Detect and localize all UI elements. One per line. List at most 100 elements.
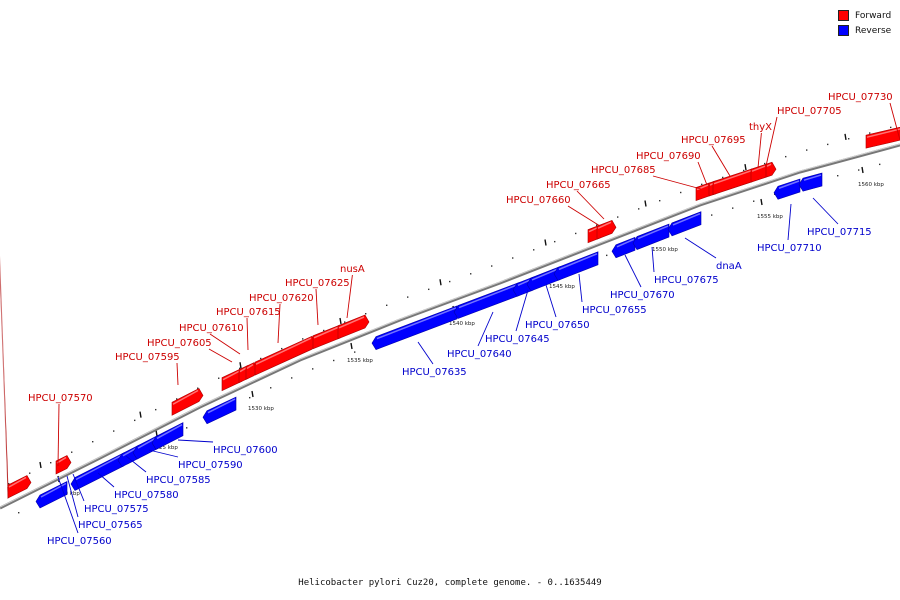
forward-label-leader	[697, 161, 708, 186]
minor-tick-bottom	[249, 396, 251, 399]
forward-gene-label[interactable]: HPCU_07620	[249, 293, 314, 304]
minor-tick-top	[365, 313, 367, 315]
reverse-gene-label[interactable]: HPCU_07710	[757, 243, 822, 254]
forward-gene-label[interactable]: HPCU_07690	[636, 151, 701, 162]
reverse-gene-label[interactable]: HPCU_07655	[582, 305, 647, 316]
forward-gene-label[interactable]: HPCU_07610	[179, 323, 244, 334]
forward-swatch	[838, 10, 849, 21]
reverse-gene[interactable]	[202, 396, 237, 425]
forward-gene[interactable]	[171, 388, 204, 416]
forward-gene[interactable]	[7, 475, 32, 499]
reverse-gene-label[interactable]: HPCU_07645	[485, 334, 550, 345]
major-tick-top	[39, 461, 42, 469]
scale-label: 1545 kbp	[549, 284, 575, 290]
scale-label: 1530 kbp	[248, 406, 274, 412]
forward-gene[interactable]	[865, 126, 900, 149]
reverse-gene[interactable]	[70, 452, 125, 491]
minor-tick-bottom	[732, 207, 734, 209]
forward-gene-label[interactable]: HPCU_07615	[216, 307, 281, 318]
gene-highlight	[0, 234, 8, 488]
gene-highlight	[313, 326, 340, 339]
reverse-gene-label[interactable]: HPCU_07715	[807, 227, 872, 238]
gene-highlight	[616, 238, 635, 248]
reverse-gene[interactable]	[35, 481, 68, 509]
reverse-label-leader	[545, 284, 557, 318]
reverse-gene[interactable]	[371, 305, 458, 350]
forward-gene-label[interactable]: HPCU_07730	[828, 92, 893, 103]
minor-tick-bottom	[312, 368, 314, 370]
reverse-label-leader	[57, 476, 79, 534]
reverse-gene-label[interactable]: HPCU_07585	[146, 475, 211, 486]
gene-highlight	[40, 482, 67, 498]
minor-tick-top	[281, 347, 283, 350]
reverse-gene-label[interactable]: HPCU_07635	[402, 367, 467, 378]
reverse-label-leader	[417, 341, 434, 365]
major-tick-top	[744, 164, 747, 171]
minor-tick-top	[428, 288, 430, 291]
reverse-gene[interactable]	[611, 236, 636, 259]
forward-gene-label[interactable]: HPCU_07660	[506, 195, 571, 206]
reverse-gene-label[interactable]: HPCU_07580	[114, 490, 179, 501]
reverse-gene[interactable]	[526, 266, 561, 292]
minor-tick-top	[8, 483, 10, 485]
forward-gene-label[interactable]: nusA	[340, 264, 365, 275]
minor-tick-top	[554, 240, 556, 243]
reverse-gene[interactable]	[798, 172, 823, 192]
reverse-gene-label[interactable]: HPCU_07590	[178, 460, 243, 471]
reverse-gene-label[interactable]: HPCU_07575	[84, 504, 149, 515]
reverse-gene[interactable]	[132, 434, 159, 460]
forward-gene-label[interactable]: HPCU_07685	[591, 165, 656, 176]
minor-tick-top	[638, 208, 640, 210]
reverse-label-leader	[787, 203, 792, 241]
minor-tick-top	[239, 367, 241, 370]
legend-item-forward: Forward	[838, 8, 891, 23]
genome-caption: Helicobacter pylori Cuz20, complete geno…	[298, 578, 602, 588]
forward-gene[interactable]	[765, 161, 777, 178]
reverse-gene-label[interactable]: HPCU_07670	[610, 290, 675, 301]
scale-label: 1535 kbp	[347, 358, 373, 364]
minor-tick-top	[50, 462, 52, 464]
major-tick-bottom	[251, 390, 254, 398]
minor-tick-top	[785, 155, 787, 158]
forward-gene-label[interactable]: HPCU_07605	[147, 338, 212, 349]
reverse-gene[interactable]	[632, 223, 670, 250]
reverse-gene-label[interactable]: HPCU_07600	[213, 445, 278, 456]
reverse-gene[interactable]	[773, 178, 801, 200]
reverse-gene-label[interactable]: HPCU_07675	[654, 275, 719, 286]
reverse-gene-label[interactable]: HPCU_07560	[47, 536, 112, 547]
reverse-label-leader	[651, 246, 655, 273]
reverse-gene[interactable]	[453, 282, 520, 319]
forward-label-leader	[889, 102, 900, 141]
reverse-label-leader	[515, 289, 529, 332]
minor-tick-bottom	[606, 254, 608, 257]
forward-gene-label[interactable]: thyX	[749, 122, 772, 133]
gene-highlight	[672, 212, 701, 226]
forward-gene-label[interactable]: HPCU_07665	[546, 180, 611, 191]
gene-highlight	[255, 337, 312, 365]
forward-gene[interactable]	[337, 314, 370, 340]
minor-tick-top	[71, 451, 73, 453]
reverse-gene-label[interactable]: HPCU_07650	[525, 320, 590, 331]
reverse-gene[interactable]	[117, 444, 140, 468]
reverse-gene[interactable]	[553, 251, 599, 281]
reverse-gene[interactable]	[667, 211, 702, 237]
forward-gene-label[interactable]: HPCU_07570	[28, 393, 93, 404]
reverse-label-leader	[812, 197, 839, 225]
major-tick-bottom	[760, 198, 763, 206]
forward-gene[interactable]	[596, 219, 617, 240]
forward-label-leader	[57, 403, 60, 467]
reverse-gene[interactable]	[151, 422, 184, 450]
reverse-gene-label[interactable]: HPCU_07640	[447, 349, 512, 360]
reverse-gene-label[interactable]: dnaA	[716, 261, 742, 272]
scale-label: 1560 kbp	[858, 182, 884, 188]
minor-tick-bottom	[291, 377, 293, 379]
forward-gene-label[interactable]: HPCU_07625	[285, 278, 350, 289]
reverse-gene-label[interactable]: HPCU_07565	[78, 520, 143, 531]
reverse-label-leader	[477, 311, 494, 347]
minor-tick-bottom	[333, 359, 335, 362]
forward-gene[interactable]	[55, 455, 72, 475]
forward-gene-label[interactable]: HPCU_07695	[681, 135, 746, 146]
forward-gene-label[interactable]: HPCU_07705	[777, 106, 842, 117]
forward-gene-label[interactable]: HPCU_07595	[115, 352, 180, 363]
